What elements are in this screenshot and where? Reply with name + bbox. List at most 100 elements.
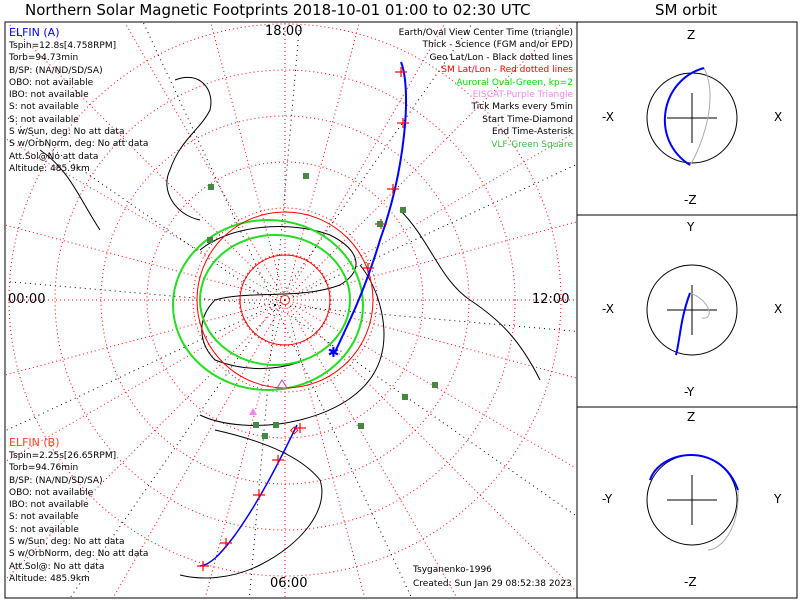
info-line: S w/Sun, deg: No att data [9, 537, 125, 548]
mlt-label-left: 00:00 [8, 292, 46, 307]
vlf-square [208, 184, 214, 190]
geo-lon-line [274, 304, 577, 332]
axis-label-right: X [774, 302, 783, 316]
orbit-path-shadow [689, 292, 710, 319]
info-line: IBO: not available [9, 90, 89, 101]
info-line: Att.Sol@: No att data [9, 561, 105, 572]
elfin-b-name: ELFIN (B) [9, 436, 60, 449]
legend: Earth/Oval View Center Time (triangle) Th… [399, 27, 573, 151]
legend-item: End Time-Asterisk [491, 127, 573, 138]
info-line: B/SP: (NA/ND/SD/SA) [9, 475, 103, 486]
sm-lon-line [210, 22, 286, 301]
sm-ring-inner [239, 254, 331, 346]
info-line: S: not available [9, 114, 79, 125]
info-line: Altitude: 485.9km [9, 573, 90, 584]
sm-lon-line [284, 299, 366, 598]
sm-lon-line [124, 22, 286, 301]
geo-lon-line [248, 304, 276, 598]
info-line: Torb=94.73min [9, 53, 79, 64]
vlf-square [358, 423, 364, 429]
elfin-a-info: ELFIN (A) Tspin=12.8s[4.758RPM] Torb=94.7… [9, 26, 148, 175]
orbit-path-shadow [707, 489, 739, 551]
legend-item: Earth/Oval View Center Time (triangle) [398, 28, 573, 38]
info-line: OBO: not available [9, 77, 94, 88]
info-line: S w/OrbNorm, deg: No att data [9, 139, 149, 150]
orbit-plots [646, 67, 739, 551]
vlf-square [207, 237, 213, 243]
auroral-oval [172, 219, 364, 391]
sm-lon-line [5, 299, 286, 580]
info-line: S: not available [9, 102, 79, 113]
geo-lon-line [5, 304, 276, 431]
info-line: Altitude: 485.9km [9, 163, 90, 174]
legend-item: Thick - Science (FGM and/or EPD) [422, 40, 573, 51]
vlf-square [253, 422, 259, 428]
info-line: S w/Sun, deg: No att data [9, 127, 125, 138]
sm-lon-line [284, 131, 577, 301]
sm-lon-line [284, 299, 457, 598]
info-line: Att.Sol@No att data [9, 151, 99, 162]
sm-lon-line [5, 224, 286, 301]
coastlines [39, 76, 541, 579]
info-line: Tspin=12.8s[4.758RPM] [9, 41, 117, 51]
sm-lat-ring [238, 253, 332, 347]
end-asterisk-a: ✱ [328, 341, 339, 362]
sm-lat-ring [54, 69, 516, 531]
mlt-label-top: 18:00 [265, 24, 303, 39]
info-line: S w/OrbNorm, deg: No att data [9, 549, 149, 560]
earth-circle [646, 264, 738, 356]
legend-item: Auroral Oval-Green, kp=2 [456, 77, 573, 88]
created-timestamp: Created: Sun Jan 29 08:52:38 2023 [413, 579, 572, 589]
info-line: Tspin=2.25s[26.65RPM] [9, 451, 117, 461]
vlf-square [262, 433, 268, 439]
info-line: B/SP: (NA/ND/SD/SA) [9, 65, 103, 76]
vlf-square [273, 422, 279, 428]
axis-label-left: -Y [602, 492, 613, 506]
model-credit: Tsyganenko-1996 [413, 565, 492, 575]
sm-lon-line [284, 299, 577, 592]
axis-label-bottom: -Y [684, 385, 695, 399]
legend-item: Start Time-Diamond [482, 114, 573, 125]
legend-item: SM Lat/Lon - Red dotted lines [441, 65, 573, 76]
elfin-b-footprint [199, 424, 298, 567]
mlt-label-bottom: 06:00 [270, 576, 308, 591]
orbit-path [675, 292, 691, 356]
axis-label-top: Y [687, 220, 695, 234]
orbit-path [649, 454, 739, 491]
orbit-path-shadow [689, 67, 711, 166]
info-line: S: not available [9, 512, 79, 523]
axis-label-right: X [774, 110, 783, 124]
legend-item: Tick Marks every 5min [471, 102, 573, 113]
vlf-square [402, 394, 408, 400]
axis-label-bottom: -Z [684, 193, 697, 207]
info-line: OBO: not available [9, 487, 94, 498]
eiscat-triangle [249, 408, 257, 415]
elfin-a-footprint [334, 61, 408, 353]
sm-lon-line [5, 138, 286, 301]
vlf-square [400, 207, 406, 213]
orbit-frame-yz [576, 406, 798, 599]
vlf-square [377, 221, 383, 227]
page-title: Northern Solar Magnetic Footprints 2018-… [25, 1, 531, 19]
tick-marks [197, 67, 409, 571]
orbit-title: SM orbit [655, 1, 718, 19]
start-diamond-b: ◇ [290, 422, 299, 438]
axis-label-left: -X [602, 302, 614, 316]
axis-label-top: Z [687, 28, 696, 42]
axis-label-left: -X [602, 110, 614, 124]
geo-lon-line [274, 304, 577, 517]
sm-lat-ring [146, 161, 424, 439]
legend-item: EISCAT-Purple Triangle [472, 90, 573, 101]
info-line: Torb=94.76min [9, 463, 79, 474]
axis-label-right: Y [774, 492, 782, 506]
view-center-triangle [276, 379, 288, 389]
geo-lon-line [5, 280, 276, 306]
vlf-square [303, 173, 309, 179]
info-line: IBO: not available [9, 500, 89, 511]
vlf-square [432, 382, 438, 388]
sm-lon-line [5, 299, 286, 376]
info-line: S: not available [9, 524, 79, 535]
orbit-path [663, 67, 705, 166]
